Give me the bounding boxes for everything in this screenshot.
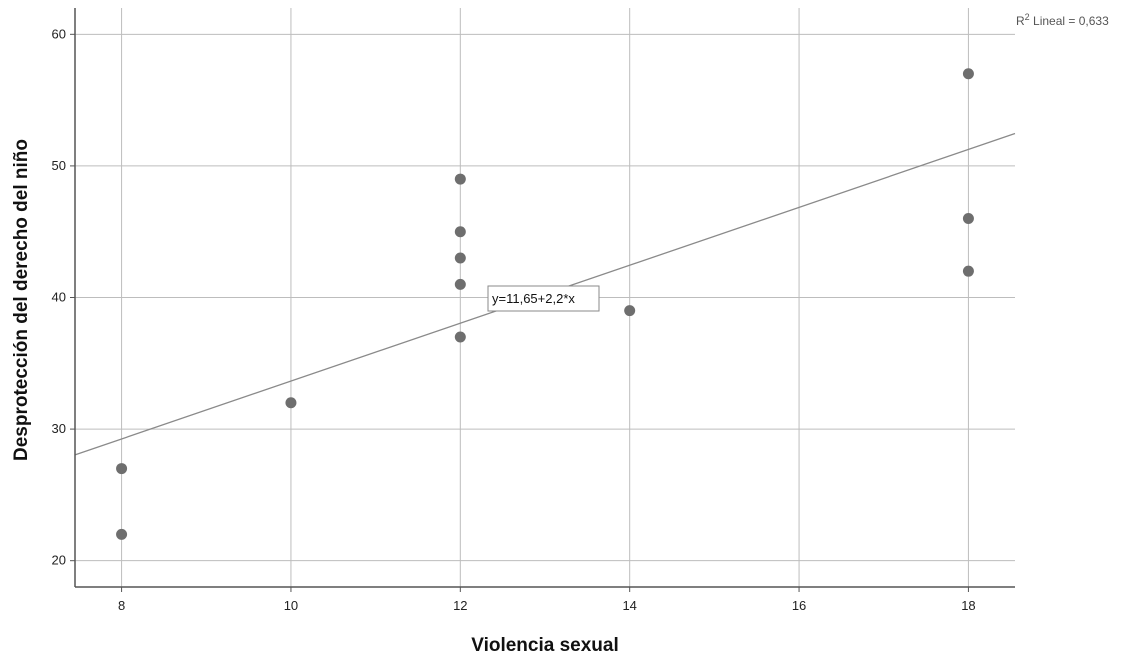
axes [70, 8, 1015, 592]
y-tick-label-30: 30 [52, 421, 66, 436]
y-tick-label-50: 50 [52, 158, 66, 173]
y-tick-label-60: 60 [52, 26, 66, 41]
x-tick-label-12: 12 [453, 598, 467, 613]
x-tick-label-18: 18 [961, 598, 975, 613]
data-point-8 [624, 305, 636, 317]
r-squared-superscript: 2 [1025, 12, 1030, 22]
equation-box [487, 285, 600, 312]
x-tick-label-8: 8 [118, 598, 125, 613]
data-point-2 [285, 397, 297, 409]
data-point-1 [116, 528, 128, 540]
data-points [116, 68, 974, 540]
r-squared-value: Lineal = 0,633 [1030, 14, 1109, 28]
y-axis-title: Desprotección del derecho del niño [11, 139, 32, 461]
equation-annotation: y=11,65+2,2*x [487, 285, 600, 312]
r-squared-label: R2 Lineal = 0,633 [1016, 12, 1109, 28]
gridlines [75, 8, 1015, 587]
x-tick-label-10: 10 [284, 598, 298, 613]
data-point-10 [962, 213, 974, 225]
data-point-6 [454, 278, 466, 290]
data-point-5 [454, 252, 466, 264]
x-tick-label-14: 14 [622, 598, 636, 613]
tick-labels: 20 30 40 50 60 8 10 12 14 16 18 [52, 26, 976, 613]
data-point-4 [454, 226, 466, 238]
data-point-3 [454, 173, 466, 185]
r-squared-prefix: R [1016, 14, 1025, 28]
data-point-0 [116, 463, 128, 475]
equation-label: y=11,65+2,2*x [492, 291, 575, 306]
data-point-9 [962, 68, 974, 80]
data-point-11 [962, 265, 974, 277]
x-tick-label-16: 16 [792, 598, 806, 613]
y-tick-label-40: 40 [52, 290, 66, 305]
data-point-7 [454, 331, 466, 343]
y-tick-label-20: 20 [52, 553, 66, 568]
x-axis-title: Violencia sexual [471, 635, 619, 656]
